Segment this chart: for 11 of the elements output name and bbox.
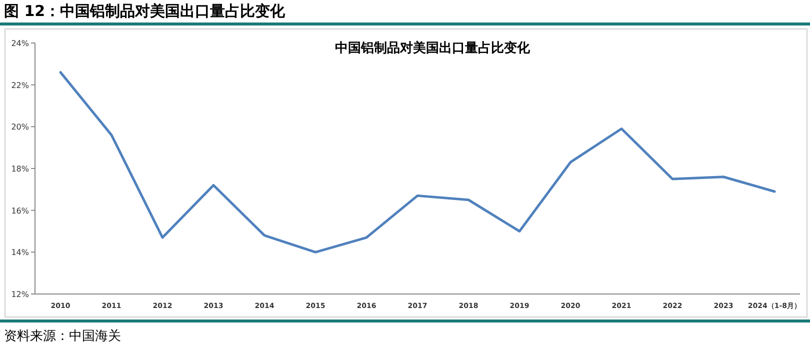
text: 资料来源：中国海关: [4, 329, 121, 344]
y-tick-label: 16%: [11, 206, 30, 216]
y-tick-label: 12%: [11, 290, 30, 299]
y-tick-label: 20%: [11, 122, 30, 132]
chart-title: 中国铝制品对美国出口量占比变化: [335, 40, 531, 56]
y-tick-label: 22%: [11, 80, 30, 90]
line-series: [59, 71, 776, 254]
chart-subtitle: 图 12：中国铝制品对美国出口量占比变化: [4, 2, 286, 20]
y-tick-label: 14%: [11, 248, 30, 258]
y-tick-label: 18%: [11, 164, 30, 174]
y-tick-label: 24%: [11, 39, 30, 48]
